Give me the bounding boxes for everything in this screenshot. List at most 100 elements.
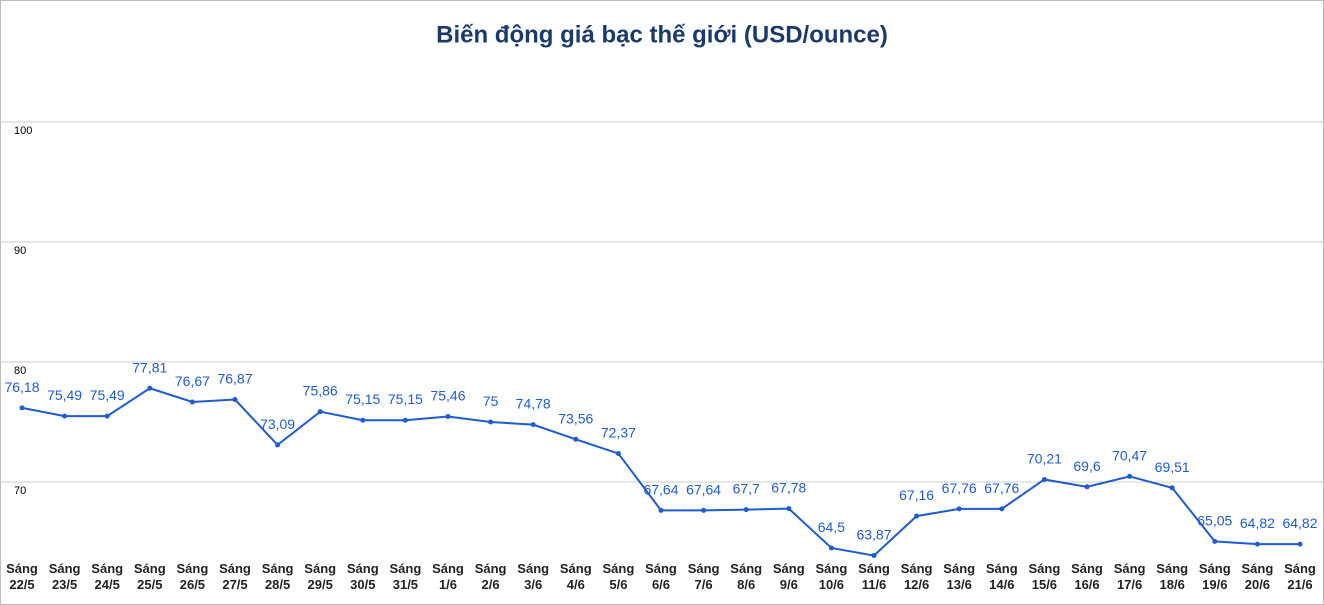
data-point xyxy=(104,413,110,419)
data-point xyxy=(573,436,579,442)
data-label: 67,16 xyxy=(899,487,934,503)
data-label: 76,18 xyxy=(4,379,39,395)
data-point xyxy=(1297,541,1303,547)
x-tick-label: Sáng 23/5 xyxy=(49,561,81,592)
data-label: 77,81 xyxy=(132,359,167,375)
data-label: 67,78 xyxy=(771,480,806,496)
data-label: 76,67 xyxy=(175,373,210,389)
data-point xyxy=(147,385,153,391)
x-tick-label: Sáng 17/6 xyxy=(1114,561,1146,592)
x-tick-label: Sáng 15/6 xyxy=(1029,561,1061,592)
x-tick-label: Sáng 31/5 xyxy=(390,561,422,592)
data-point xyxy=(317,409,323,415)
x-tick-label: Sáng 13/6 xyxy=(943,561,975,592)
x-tick-label: Sáng 30/5 xyxy=(347,561,379,592)
x-tick-label: Sáng 18/6 xyxy=(1156,561,1188,592)
x-tick-label: Sáng 19/6 xyxy=(1199,561,1231,592)
data-point xyxy=(488,419,494,425)
x-tick-label: Sáng 14/6 xyxy=(986,561,1018,592)
chart-title: Biến động giá bạc thế giới (USD/ounce) xyxy=(436,21,888,48)
x-tick-label: Sáng 27/5 xyxy=(219,561,251,592)
data-label: 75,46 xyxy=(430,387,465,403)
x-tick-label: Sáng 12/6 xyxy=(901,561,933,592)
data-label: 67,64 xyxy=(643,481,678,497)
data-point xyxy=(1041,476,1047,482)
data-point xyxy=(1169,485,1175,491)
data-point xyxy=(1084,484,1090,490)
data-label: 75,49 xyxy=(90,387,125,403)
y-tick-label: 70 xyxy=(14,485,26,497)
data-point xyxy=(402,417,408,423)
data-point xyxy=(701,507,707,513)
data-point xyxy=(232,397,238,403)
x-tick-label: Sáng 25/5 xyxy=(134,561,166,592)
data-point xyxy=(743,507,749,513)
data-label: 72,37 xyxy=(601,425,636,441)
data-point xyxy=(445,413,451,419)
data-label: 64,82 xyxy=(1240,515,1275,531)
data-label: 76,87 xyxy=(217,371,252,387)
data-label: 73,09 xyxy=(260,416,295,432)
data-point xyxy=(999,506,1005,512)
data-point xyxy=(828,545,834,551)
data-point xyxy=(914,513,920,519)
x-tick-label: Sáng 21/6 xyxy=(1284,561,1316,592)
data-point xyxy=(871,553,877,559)
data-label: 70,47 xyxy=(1112,447,1147,463)
data-label: 70,21 xyxy=(1027,450,1062,466)
x-tick-label: Sáng 29/5 xyxy=(304,561,336,592)
data-point xyxy=(658,507,664,513)
data-point xyxy=(19,405,25,411)
data-label: 75,15 xyxy=(345,391,380,407)
x-tick-label: Sáng 5/6 xyxy=(603,561,635,592)
data-label: 67,64 xyxy=(686,481,721,497)
data-label: 67,76 xyxy=(984,480,1019,496)
x-tick-label: Sáng 24/5 xyxy=(91,561,123,592)
x-tick-label: Sáng 7/6 xyxy=(688,561,720,592)
data-point xyxy=(1254,541,1260,547)
data-point xyxy=(530,422,536,428)
data-label: 75 xyxy=(483,393,499,409)
x-tick-label: Sáng 1/6 xyxy=(432,561,464,592)
data-label: 69,51 xyxy=(1155,459,1190,475)
data-point xyxy=(1212,538,1218,544)
x-tick-label: Sáng 4/6 xyxy=(560,561,592,592)
x-tick-label: Sáng 9/6 xyxy=(773,561,805,592)
data-label: 74,78 xyxy=(516,396,551,412)
data-label: 73,56 xyxy=(558,410,593,426)
data-label: 67,7 xyxy=(733,481,760,497)
x-tick-label: Sáng 11/6 xyxy=(858,561,890,592)
x-tick-label: Sáng 16/6 xyxy=(1071,561,1103,592)
data-label: 63,87 xyxy=(856,527,891,543)
data-point xyxy=(956,506,962,512)
data-point xyxy=(1127,473,1133,479)
x-tick-label: Sáng 28/5 xyxy=(262,561,294,592)
x-tick-label: Sáng 20/6 xyxy=(1242,561,1274,592)
data-label: 67,76 xyxy=(942,480,977,496)
data-point xyxy=(615,451,621,457)
data-label: 64,82 xyxy=(1282,515,1317,531)
data-point xyxy=(189,399,195,405)
x-tick-label: Sáng 2/6 xyxy=(475,561,507,592)
x-tick-label: Sáng 3/6 xyxy=(517,561,549,592)
y-tick-label: 80 xyxy=(14,365,26,377)
x-tick-label: Sáng 26/5 xyxy=(177,561,209,592)
data-label: 64,5 xyxy=(818,519,845,535)
data-point xyxy=(786,506,792,512)
data-point xyxy=(360,417,366,423)
data-label: 75,86 xyxy=(303,383,338,399)
y-tick-label: 90 xyxy=(14,245,26,257)
x-tick-label: Sáng 10/6 xyxy=(816,561,848,592)
data-point xyxy=(62,413,68,419)
x-tick-label: Sáng 22/5 xyxy=(6,561,38,592)
y-tick-label: 100 xyxy=(14,125,32,137)
data-label: 75,49 xyxy=(47,387,82,403)
x-tick-label: Sáng 6/6 xyxy=(645,561,677,592)
data-label: 75,15 xyxy=(388,391,423,407)
data-label: 65,05 xyxy=(1197,512,1232,528)
data-label: 69,6 xyxy=(1073,458,1100,474)
data-point xyxy=(275,442,281,448)
x-tick-label: Sáng 8/6 xyxy=(730,561,762,592)
